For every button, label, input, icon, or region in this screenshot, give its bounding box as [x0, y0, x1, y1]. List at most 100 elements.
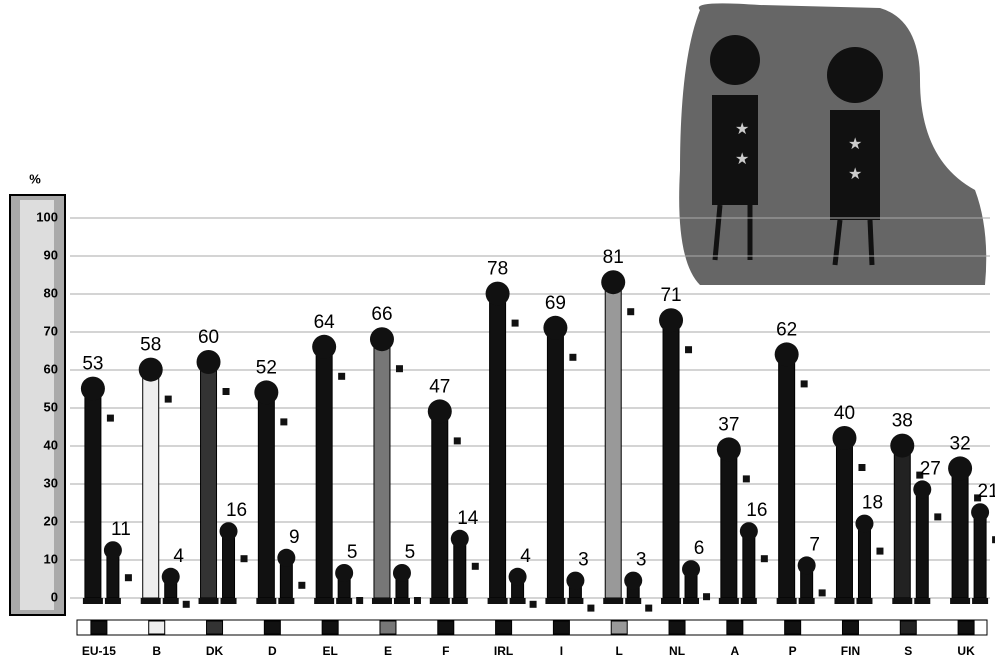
bar: [280, 564, 292, 598]
figure-hand: [241, 555, 248, 562]
figure-feet: [950, 598, 970, 604]
figure-feet: [661, 598, 681, 604]
value-label: 27: [920, 458, 941, 479]
figure-hand: [165, 396, 172, 403]
value-label: 3: [578, 550, 589, 571]
category-swatch: [785, 621, 801, 634]
figure-hand: [685, 346, 692, 353]
figure-feet: [603, 598, 623, 604]
value-label: 32: [950, 433, 971, 454]
value-label: 60: [198, 327, 219, 348]
figure-feet: [83, 598, 103, 604]
value-label: 16: [226, 500, 247, 521]
value-label: 66: [371, 304, 392, 325]
bar: [201, 370, 217, 598]
value-label: 3: [636, 550, 647, 571]
figure-head: [740, 522, 758, 540]
figure-hand: [801, 380, 808, 387]
value-label: 6: [694, 538, 705, 559]
x-tick-label: B: [152, 644, 161, 658]
figure-hand: [183, 601, 190, 608]
figure-head: [428, 399, 452, 423]
figure-hand: [414, 597, 421, 604]
figure-head: [624, 572, 642, 590]
value-label: 37: [718, 414, 739, 435]
value-label: 69: [545, 293, 566, 314]
figure-feet: [278, 598, 294, 604]
y-tick-label: 70: [44, 323, 58, 338]
figure-head: [971, 503, 989, 521]
bar: [974, 518, 986, 598]
value-label: 78: [487, 259, 508, 280]
x-tick-label: D: [268, 644, 277, 658]
figure-hand: [645, 605, 652, 612]
category-swatch: [91, 621, 107, 634]
value-label: 18: [862, 493, 883, 514]
category-swatch: [438, 621, 454, 634]
figure-hand: [876, 548, 883, 555]
category-swatch: [553, 621, 569, 634]
figure-hand: [569, 354, 576, 361]
value-label: 47: [429, 376, 450, 397]
value-label: 4: [173, 546, 184, 567]
figure-hand: [107, 415, 114, 422]
figure-head: [335, 564, 353, 582]
value-label: 58: [140, 335, 161, 356]
bar: [801, 571, 813, 598]
figure-feet: [510, 598, 526, 604]
figure-head: [566, 572, 584, 590]
x-tick-label: UK: [957, 644, 975, 658]
bar: [916, 495, 928, 598]
figure-head: [601, 270, 625, 294]
bar: [490, 302, 506, 598]
figure-head: [682, 560, 700, 578]
bar: [685, 575, 697, 598]
bar: [605, 290, 621, 598]
y-tick-label: 90: [44, 247, 58, 262]
figure-hand: [703, 593, 710, 600]
value-label: 64: [314, 312, 336, 333]
x-tick-label: F: [442, 644, 449, 658]
figure-hand: [627, 308, 634, 315]
value-label: 11: [111, 519, 131, 540]
figure-hand: [356, 597, 363, 604]
figure-hand: [512, 320, 519, 327]
x-tick-label: EL: [322, 644, 337, 658]
bar: [547, 336, 563, 598]
value-label: 5: [347, 542, 358, 563]
figure-head: [277, 549, 295, 567]
bar: [454, 545, 466, 598]
bar: [779, 362, 795, 598]
svg-text:★: ★: [848, 136, 862, 153]
x-tick-label: EU-15: [82, 644, 116, 658]
x-tick-label: NL: [669, 644, 685, 658]
figure-feet: [741, 598, 757, 604]
bar: [374, 347, 390, 598]
figure-feet: [394, 598, 410, 604]
figure-head: [948, 456, 972, 480]
value-label: 5: [405, 542, 416, 563]
y-tick-label: 30: [44, 475, 58, 490]
category-swatch: [727, 621, 743, 634]
x-tick-label: FIN: [841, 644, 860, 658]
bar: [258, 400, 274, 598]
figure-head: [162, 568, 180, 586]
category-swatch: [496, 621, 512, 634]
figure-head: [717, 437, 741, 461]
figure-hand: [934, 513, 941, 520]
figure-feet: [199, 598, 219, 604]
figure-feet: [430, 598, 450, 604]
y-tick-label: 40: [44, 437, 58, 452]
figure-hand: [819, 589, 826, 596]
figure-head: [220, 522, 238, 540]
x-tick-label: P: [789, 644, 797, 658]
figure-head: [890, 434, 914, 458]
category-swatch: [149, 621, 165, 634]
value-label: 21: [978, 481, 995, 502]
value-label: 16: [746, 500, 767, 521]
figure-hand: [530, 601, 537, 608]
x-tick-label: IRL: [494, 644, 513, 658]
x-tick-label: E: [384, 644, 392, 658]
illustration: ★ ★ ★ ★: [679, 3, 986, 285]
value-label: 62: [776, 319, 797, 340]
